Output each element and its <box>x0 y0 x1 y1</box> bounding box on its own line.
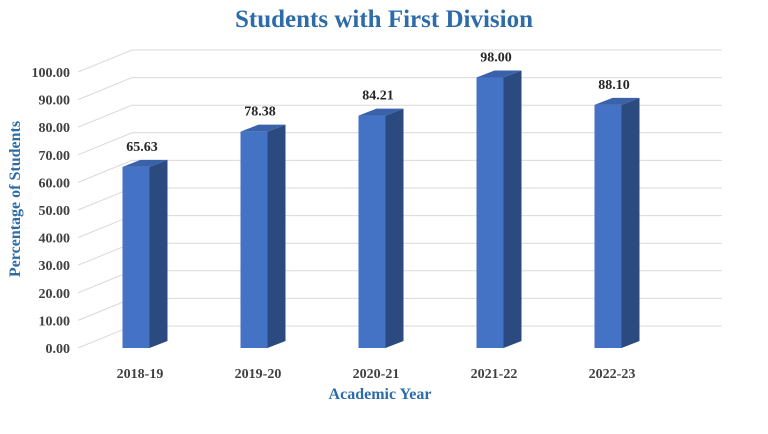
x-tick-label: 2019-20 <box>235 367 282 382</box>
x-tick-label: 2018-19 <box>117 367 164 382</box>
data-label: 65.63 <box>126 140 158 155</box>
bar-side-face <box>267 124 286 348</box>
y-tick-label: 10.00 <box>39 314 71 329</box>
y-tick-label: 40.00 <box>39 232 71 247</box>
data-label: 84.21 <box>362 89 394 104</box>
x-tick-label: 2022-23 <box>589 367 636 382</box>
y-tick-label: 60.00 <box>39 176 71 191</box>
bar-top-face <box>240 124 286 132</box>
bar-front-face <box>240 131 268 348</box>
chart-title: Students with First Division <box>235 6 533 33</box>
x-tick-label: 2021-22 <box>471 367 518 382</box>
bar-side-face <box>149 159 168 348</box>
bar-side-face <box>385 108 404 348</box>
gridline <box>77 104 722 128</box>
data-label: 88.10 <box>598 78 630 93</box>
bar-side-face <box>621 97 640 349</box>
bar <box>240 124 286 348</box>
x-axis-ticks: 2018-19 2019-20 2020-21 2021-22 2022-23 <box>117 367 636 382</box>
bar-top-face <box>358 108 404 116</box>
bars <box>122 70 640 349</box>
bar-front-face <box>476 77 504 349</box>
x-tick-label: 2020-21 <box>353 367 400 382</box>
data-label: 98.00 <box>480 51 512 66</box>
y-tick-label: 100.00 <box>32 66 71 81</box>
y-axis-ticks: 0.00 10.00 20.00 30.00 40.00 50.00 60.00 70.00 8… <box>32 66 71 357</box>
y-tick-label: 50.00 <box>39 204 71 219</box>
y-tick-label: 30.00 <box>39 259 71 274</box>
bar-side-face <box>503 70 522 349</box>
y-tick-label: 80.00 <box>39 121 71 136</box>
y-tick-label: 70.00 <box>39 149 71 164</box>
y-tick-label: 20.00 <box>39 287 71 302</box>
gridline <box>77 77 722 101</box>
gridline <box>77 49 722 73</box>
data-labels: 65.63 78.38 84.21 98.00 88.10 <box>126 51 630 155</box>
y-axis-title: Percentage of Students <box>7 120 24 278</box>
data-label: 78.38 <box>244 105 276 120</box>
bar-top-face <box>476 70 522 78</box>
x-axis-title: Academic Year <box>328 386 432 403</box>
bar <box>358 108 404 348</box>
bar <box>594 97 640 349</box>
bar-top-face <box>122 159 168 167</box>
bar <box>122 159 168 348</box>
y-tick-label: 90.00 <box>39 94 71 109</box>
bar-front-face <box>122 166 150 348</box>
y-tick-label: 0.00 <box>46 342 71 357</box>
bar <box>476 70 522 349</box>
gridline <box>77 159 722 183</box>
bar-front-face <box>594 104 622 349</box>
bar-front-face <box>358 115 386 348</box>
bar-top-face <box>594 97 640 105</box>
gridline <box>77 132 722 156</box>
